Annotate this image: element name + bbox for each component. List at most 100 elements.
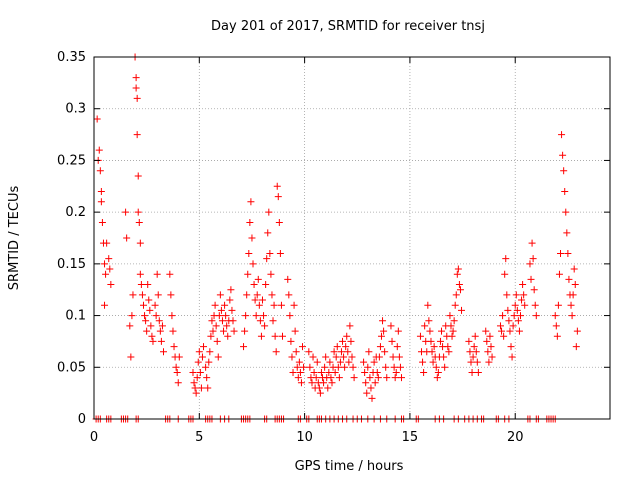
- data-point-marker: [153, 270, 161, 278]
- y-axis-label: SRMTID / TECUs: [7, 186, 22, 291]
- data-point-marker: [167, 291, 175, 299]
- data-point-marker: [396, 363, 404, 371]
- data-point-marker: [473, 358, 481, 366]
- data-point-marker: [392, 368, 400, 376]
- data-point-marker: [471, 332, 479, 340]
- data-point-marker: [155, 317, 163, 325]
- data-point-marker: [427, 337, 435, 345]
- data-point-marker: [430, 343, 438, 351]
- data-point-marker: [337, 348, 345, 356]
- data-point-marker: [123, 234, 131, 242]
- data-point-marker: [230, 327, 238, 335]
- data-point-marker: [505, 317, 513, 325]
- data-point-marker: [394, 327, 402, 335]
- data-point-marker: [247, 198, 255, 206]
- data-point-marker: [450, 317, 458, 325]
- data-point-marker: [286, 312, 294, 320]
- data-point-marker: [488, 353, 496, 361]
- data-point-marker: [276, 250, 284, 258]
- data-point-marker: [453, 270, 461, 278]
- data-point-marker: [218, 317, 226, 325]
- data-point-marker: [376, 343, 384, 351]
- data-point-marker: [208, 317, 216, 325]
- y-tick-label: 0.1: [65, 309, 86, 324]
- data-point-marker: [264, 229, 272, 237]
- data-point-marker: [136, 239, 144, 247]
- data-point-marker: [261, 322, 269, 330]
- data-point-marker: [257, 332, 265, 340]
- data-point-marker: [321, 363, 329, 371]
- data-point-marker: [267, 270, 275, 278]
- data-point-marker: [255, 301, 263, 309]
- data-point-marker: [572, 343, 580, 351]
- data-point-marker: [343, 332, 351, 340]
- data-point-marker: [254, 275, 262, 283]
- data-point-marker: [419, 358, 427, 366]
- data-point-marker: [393, 343, 401, 351]
- data-point-marker: [212, 322, 220, 330]
- x-tick-label: 20: [507, 430, 524, 445]
- data-point-marker: [349, 363, 357, 371]
- data-point-marker: [250, 281, 258, 289]
- data-point-marker: [441, 363, 449, 371]
- data-point-marker: [551, 312, 559, 320]
- data-point-marker: [521, 301, 529, 309]
- data-point-marker: [526, 260, 534, 268]
- data-point-marker: [340, 353, 348, 361]
- data-point-marker: [245, 250, 253, 258]
- data-point-marker: [228, 306, 236, 314]
- data-point-marker: [200, 343, 208, 351]
- data-point-marker: [287, 337, 295, 345]
- data-point-marker: [346, 322, 354, 330]
- data-point-marker: [189, 368, 197, 376]
- data-point-marker: [425, 317, 433, 325]
- data-point-marker: [484, 348, 492, 356]
- data-point-marker: [383, 374, 391, 382]
- data-point-marker: [273, 182, 281, 190]
- data-point-marker: [168, 312, 176, 320]
- data-point-marker: [363, 389, 371, 397]
- data-point-marker: [270, 301, 278, 309]
- data-point-marker: [146, 306, 154, 314]
- data-point-marker: [191, 384, 199, 392]
- data-point-marker: [474, 368, 482, 376]
- data-point-marker: [97, 187, 105, 195]
- data-point-marker: [202, 363, 210, 371]
- data-point-marker: [326, 358, 334, 366]
- data-point-marker: [368, 394, 376, 402]
- data-point-marker: [291, 327, 299, 335]
- data-point-marker: [569, 291, 577, 299]
- data-point-marker: [96, 167, 104, 175]
- data-point-marker: [243, 291, 251, 299]
- data-point-marker: [516, 312, 524, 320]
- data-point-marker: [334, 363, 342, 371]
- data-point-marker: [215, 312, 223, 320]
- data-point-marker: [224, 332, 232, 340]
- data-point-marker: [133, 94, 141, 102]
- data-point-marker: [203, 374, 211, 382]
- data-point-marker: [571, 281, 579, 289]
- x-tick-label: 15: [402, 430, 419, 445]
- data-point-marker: [504, 306, 512, 314]
- data-point-marker: [455, 281, 463, 289]
- data-point-marker: [154, 291, 162, 299]
- data-point-marker: [220, 327, 228, 335]
- data-point-marker: [172, 363, 180, 371]
- data-point-marker: [198, 353, 206, 361]
- data-point-marker: [253, 291, 261, 299]
- data-point-marker: [370, 358, 378, 366]
- data-point-marker: [133, 131, 141, 139]
- data-point-marker: [552, 322, 560, 330]
- data-point-marker: [195, 348, 203, 356]
- data-point-marker: [134, 208, 142, 216]
- data-point-marker: [333, 343, 341, 351]
- data-point-marker: [102, 270, 110, 278]
- data-point-marker: [382, 363, 390, 371]
- data-point-marker: [362, 379, 370, 387]
- data-point-marker: [213, 337, 221, 345]
- data-point-marker: [389, 353, 397, 361]
- data-point-marker: [229, 317, 237, 325]
- data-point-marker: [445, 348, 453, 356]
- data-point-marker: [367, 384, 375, 392]
- data-point-marker: [300, 363, 308, 371]
